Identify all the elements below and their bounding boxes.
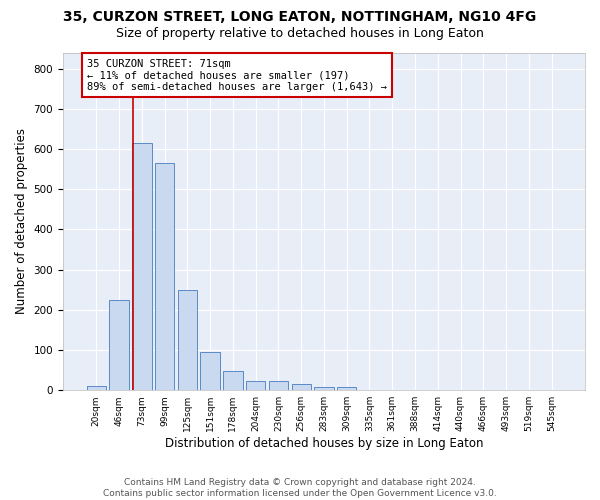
Bar	[246, 382, 265, 390]
Text: Contains HM Land Registry data © Crown copyright and database right 2024.
Contai: Contains HM Land Registry data © Crown c…	[103, 478, 497, 498]
Bar	[132, 143, 152, 390]
Bar	[86, 386, 106, 390]
Bar	[200, 352, 220, 390]
Bar	[223, 371, 242, 390]
Bar	[109, 300, 129, 390]
Bar	[155, 163, 174, 390]
Text: Size of property relative to detached houses in Long Eaton: Size of property relative to detached ho…	[116, 28, 484, 40]
X-axis label: Distribution of detached houses by size in Long Eaton: Distribution of detached houses by size …	[165, 437, 483, 450]
Text: 35 CURZON STREET: 71sqm
← 11% of detached houses are smaller (197)
89% of semi-d: 35 CURZON STREET: 71sqm ← 11% of detache…	[87, 58, 387, 92]
Bar	[314, 388, 334, 390]
Bar	[269, 382, 288, 390]
Bar	[292, 384, 311, 390]
Y-axis label: Number of detached properties: Number of detached properties	[15, 128, 28, 314]
Text: 35, CURZON STREET, LONG EATON, NOTTINGHAM, NG10 4FG: 35, CURZON STREET, LONG EATON, NOTTINGHA…	[64, 10, 536, 24]
Bar	[178, 290, 197, 390]
Bar	[337, 388, 356, 390]
